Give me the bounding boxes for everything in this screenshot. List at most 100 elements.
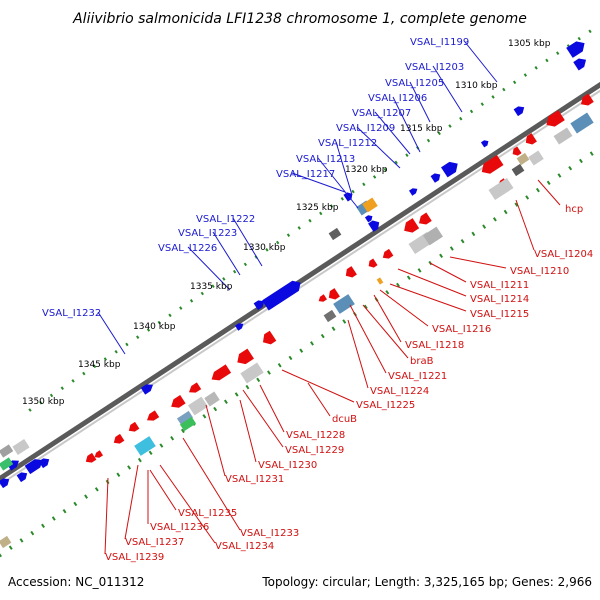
outer-tick xyxy=(49,393,54,398)
inner-tick xyxy=(589,151,594,156)
leader-line xyxy=(537,179,561,206)
reverse-gene-label: VSAL_I1230 xyxy=(258,460,317,471)
inner-tick xyxy=(51,516,56,521)
inner-tick xyxy=(245,384,250,390)
forward-gene-arrow xyxy=(430,173,441,183)
reverse-gene-label: VSAL_I1214 xyxy=(470,294,529,305)
inner-tick xyxy=(406,275,411,280)
inner-tick xyxy=(0,553,2,558)
genome-summary-text: Topology: circular; Length: 3,325,165 bp… xyxy=(261,575,592,589)
outer-tick xyxy=(319,211,323,216)
reverse-gene-arrow xyxy=(580,93,594,106)
outer-tick xyxy=(480,102,484,106)
inner-tick xyxy=(525,195,530,200)
inner-tick xyxy=(579,158,583,164)
forward-gene-label: VSAL_I1206 xyxy=(368,93,427,104)
leader-line xyxy=(205,404,226,477)
scale-label: 1315 kbp xyxy=(400,124,443,134)
leader-line xyxy=(374,111,411,155)
inner-tick xyxy=(8,545,13,550)
inner-tick xyxy=(84,494,89,499)
forward-gene-arrow xyxy=(140,384,154,395)
forward-gene-arrow xyxy=(253,300,265,311)
gene-box xyxy=(528,150,544,166)
inner-tick xyxy=(363,304,368,310)
forward-gene-label: VSAL_I1222 xyxy=(196,214,255,225)
gene-box xyxy=(516,152,530,166)
inner-tick xyxy=(396,282,401,288)
inner-tick xyxy=(482,224,487,229)
reverse-gene-label: VSAL_I1210 xyxy=(510,266,569,277)
leader-line xyxy=(97,311,126,355)
reverse-gene-label: VSAL_I1234 xyxy=(215,541,274,552)
inner-tick xyxy=(127,465,132,470)
inner-tick xyxy=(546,180,551,186)
reverse-gene-arrow xyxy=(546,110,565,127)
outer-tick xyxy=(491,95,495,99)
gene-box xyxy=(362,197,378,213)
inner-tick xyxy=(148,450,153,456)
inner-tick xyxy=(310,341,314,346)
inner-tick xyxy=(288,355,293,361)
inner-tick xyxy=(30,530,35,536)
leader-line xyxy=(212,231,241,276)
outer-tick xyxy=(340,197,344,201)
leader-line xyxy=(379,289,429,327)
outer-tick xyxy=(179,306,183,310)
reverse-gene-arrow xyxy=(525,133,537,145)
reverse-gene-arrow xyxy=(345,266,357,278)
leader-line xyxy=(397,268,467,297)
outer-tick xyxy=(502,87,506,92)
forward-gene-arrow xyxy=(441,161,458,178)
outer-tick xyxy=(523,73,528,77)
reverse-gene-arrow xyxy=(418,212,432,225)
reverse-gene-arrow xyxy=(113,433,125,444)
leader-line xyxy=(429,262,467,283)
leader-line xyxy=(392,96,421,153)
inner-tick xyxy=(94,487,99,492)
tick-rings xyxy=(0,29,594,558)
label-leaders xyxy=(97,41,561,555)
outer-tick xyxy=(200,291,204,296)
reverse-gene-arrow xyxy=(146,410,160,421)
reverse-gene-label: hcp xyxy=(565,204,583,215)
inner-tick xyxy=(320,333,325,339)
gene-box xyxy=(488,177,514,201)
gene-box xyxy=(511,163,525,177)
leader-line xyxy=(347,319,369,389)
outer-tick xyxy=(329,204,334,208)
leader-line xyxy=(187,246,231,291)
reverse-gene-label: dcuB xyxy=(332,414,357,425)
forward-gene-label: VSAL_I1212 xyxy=(318,138,377,149)
outer-tick xyxy=(545,58,549,63)
forward-gene-label: VSAL_I1217 xyxy=(276,169,335,180)
reverse-gene-arrow xyxy=(404,218,420,233)
outer-tick xyxy=(114,349,118,354)
scale-label: 1350 kbp xyxy=(22,397,65,407)
labels: 1305 kbp 1310 kbp 1315 kbp 1320 kbp 1325 kbp… xyxy=(22,37,593,563)
leader-line xyxy=(349,304,387,374)
forward-gene-label: VSAL_I1205 xyxy=(385,78,444,89)
reverse-gene-arrow xyxy=(171,394,186,408)
reverse-gene-arrow xyxy=(128,421,140,432)
reverse-gene-arrow xyxy=(188,382,202,393)
inner-tick xyxy=(137,457,142,463)
leader-line xyxy=(281,369,355,403)
outer-tick xyxy=(60,386,64,390)
reverse-gene-label: VSAL_I1224 xyxy=(370,386,429,397)
forward-gene-arrow xyxy=(0,478,10,489)
inner-tick xyxy=(331,326,336,331)
inner-tick xyxy=(460,238,465,244)
outer-tick xyxy=(297,226,301,230)
leader-line xyxy=(159,464,216,544)
inner-tick xyxy=(492,217,497,222)
outer-tick xyxy=(286,233,291,238)
reverse-gene-arrow xyxy=(368,258,378,268)
inner-tick xyxy=(568,166,573,171)
inner-tick xyxy=(299,348,304,353)
gene-box xyxy=(240,362,264,384)
outer-tick xyxy=(405,153,409,157)
outer-tick xyxy=(82,371,86,376)
accession-text: Accession: NC_011312 xyxy=(8,575,144,589)
